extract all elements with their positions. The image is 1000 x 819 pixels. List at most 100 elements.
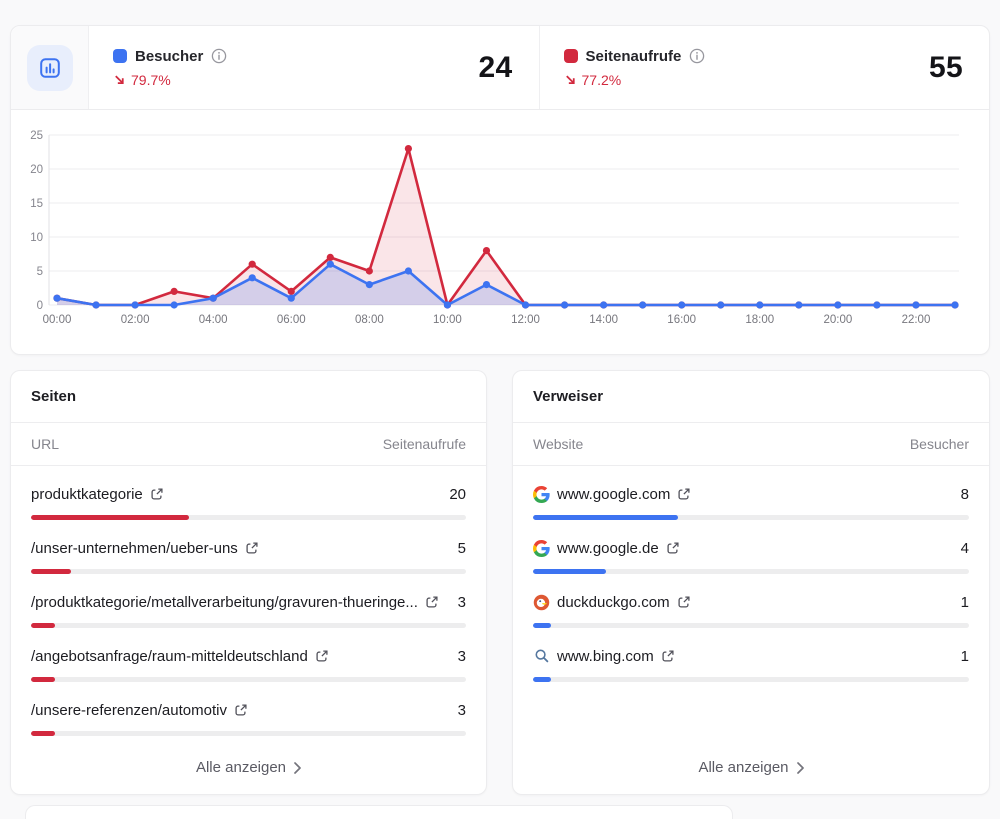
seiten-panel: Seiten URL Seitenaufrufe produktkategori…	[10, 370, 487, 795]
row-label: /unsere-referenzen/automotiv	[31, 701, 227, 719]
verweiser-table-row[interactable]: www.google.de 4	[533, 520, 969, 574]
external-link-icon[interactable]	[234, 703, 248, 717]
besucher-point	[873, 301, 881, 309]
x-axis-label: 16:00	[667, 314, 696, 326]
besucher-trend-percent: 79.7%	[131, 71, 171, 88]
row-value: 1	[960, 647, 969, 665]
info-icon[interactable]	[211, 48, 227, 64]
row-value: 20	[449, 485, 466, 503]
besucher-value: 24	[478, 50, 513, 84]
seitenaufrufe-point	[482, 247, 491, 255]
besucher-point	[912, 301, 920, 309]
next-section-card-partial	[25, 805, 733, 819]
besucher-point	[795, 301, 803, 309]
progress-bar-fill	[31, 623, 55, 628]
besucher-point	[287, 294, 295, 302]
besucher-point	[521, 301, 530, 309]
verweiser-rows: www.google.com 8 www.google.de 4 duckduckgo.…	[513, 466, 989, 682]
external-link-icon[interactable]	[425, 595, 439, 609]
external-link-icon[interactable]	[245, 541, 259, 555]
seitenaufrufe-trend: 77.2%	[564, 72, 706, 88]
x-axis-label: 20:00	[823, 314, 852, 326]
besucher-point	[53, 294, 61, 302]
seitenaufrufe-area	[57, 148, 955, 305]
besucher-point	[248, 274, 256, 282]
besucher-point	[92, 301, 100, 309]
besucher-point	[678, 301, 686, 309]
besucher-point	[482, 281, 491, 289]
y-axis-label: 5	[37, 266, 43, 278]
progress-bar-fill	[31, 515, 190, 520]
column-header-seitenaufrufe: Seitenaufrufe	[382, 436, 466, 452]
x-axis-label: 02:00	[121, 314, 150, 326]
show-all-label: Alle anzeigen	[195, 759, 287, 776]
seiten-table-row[interactable]: produktkategorie 20	[31, 466, 466, 520]
x-axis-label: 14:00	[589, 314, 618, 326]
row-value: 8	[960, 485, 969, 503]
seitenaufrufe-color-swatch	[563, 49, 578, 63]
metrics-header: Besucher 79.7% 24	[11, 26, 989, 110]
chevron-right-icon	[796, 761, 804, 774]
seiten-table-row[interactable]: /unser-unternehmen/ueber-uns 5	[31, 520, 466, 574]
seiten-table-row[interactable]: /angebotsanfrage/raum-mitteldeutschland 3	[31, 628, 466, 682]
row-label: /unser-unternehmen/ueber-uns	[31, 539, 238, 557]
external-link-icon[interactable]	[150, 487, 164, 501]
google-favicon-icon	[533, 485, 550, 503]
seitenaufrufe-point	[404, 145, 412, 153]
column-header-besucher: Besucher	[909, 436, 969, 452]
row-label: www.google.de	[557, 539, 659, 557]
besucher-point	[639, 301, 647, 309]
besucher-point	[560, 301, 569, 309]
y-axis-label: 10	[30, 232, 43, 244]
progress-bar-fill	[533, 515, 679, 520]
row-value: 3	[457, 593, 466, 611]
metric-seitenaufrufe[interactable]: Seitenaufrufe 77.2% 55	[538, 26, 990, 109]
progress-bar	[533, 515, 969, 520]
row-label: produktkategorie	[31, 485, 143, 503]
widget-icon-cell	[11, 26, 89, 109]
seiten-table-row[interactable]: /unsere-referenzen/automotiv 3	[31, 682, 466, 736]
seitenaufrufe-value: 55	[929, 50, 963, 84]
external-link-icon[interactable]	[677, 487, 691, 501]
row-label: www.google.com	[557, 485, 671, 503]
besucher-point	[600, 301, 608, 309]
verweiser-table-row[interactable]: www.bing.com 1	[533, 628, 969, 682]
besucher-point	[326, 260, 334, 268]
external-link-icon[interactable]	[666, 541, 680, 555]
metric-seitenaufrufe-legend: Seitenaufrufe 77.2%	[563, 48, 706, 88]
seiten-show-all-button[interactable]: Alle anzeigen	[11, 743, 486, 794]
info-icon[interactable]	[689, 48, 705, 64]
x-axis-label: 08:00	[355, 314, 384, 326]
seitenaufrufe-point	[287, 287, 295, 295]
seitenaufrufe-trend-percent: 77.2%	[581, 71, 622, 88]
external-link-icon[interactable]	[677, 595, 691, 609]
chevron-right-icon	[294, 761, 301, 774]
seitenaufrufe-point	[170, 287, 178, 295]
verweiser-panel-title: Verweiser	[513, 371, 989, 423]
besucher-line	[55, 262, 957, 307]
row-label: www.bing.com	[557, 647, 654, 665]
progress-bar-fill	[533, 677, 552, 682]
verweiser-panel: Verweiser Website Besucher www.google.co…	[512, 370, 990, 795]
x-axis-label: 22:00	[902, 314, 931, 326]
external-link-icon[interactable]	[315, 649, 329, 663]
external-link-icon[interactable]	[661, 649, 675, 663]
progress-bar	[533, 569, 969, 574]
verweiser-table-row[interactable]: duckduckgo.com 1	[533, 574, 969, 628]
x-axis-label: 10:00	[433, 314, 462, 326]
metric-besucher[interactable]: Besucher 79.7% 24	[89, 26, 539, 109]
verweiser-show-all-button[interactable]: Alle anzeigen	[513, 743, 989, 794]
seitenaufrufe-point	[326, 253, 334, 261]
progress-bar	[31, 569, 466, 574]
besucher-point	[756, 301, 764, 309]
metric-besucher-legend: Besucher 79.7%	[113, 48, 227, 88]
trend-down-arrow-icon	[565, 75, 575, 85]
y-axis-label: 20	[30, 164, 43, 176]
google-favicon-icon	[533, 539, 550, 557]
row-label: /produktkategorie/metallverarbeitung/gra…	[31, 593, 418, 611]
verweiser-table-row[interactable]: www.google.com 8	[533, 466, 969, 520]
besucher-point	[131, 301, 139, 309]
progress-bar	[533, 623, 969, 628]
seiten-table-row[interactable]: /produktkategorie/metallverarbeitung/gra…	[31, 574, 466, 628]
progress-bar-fill	[533, 623, 552, 628]
